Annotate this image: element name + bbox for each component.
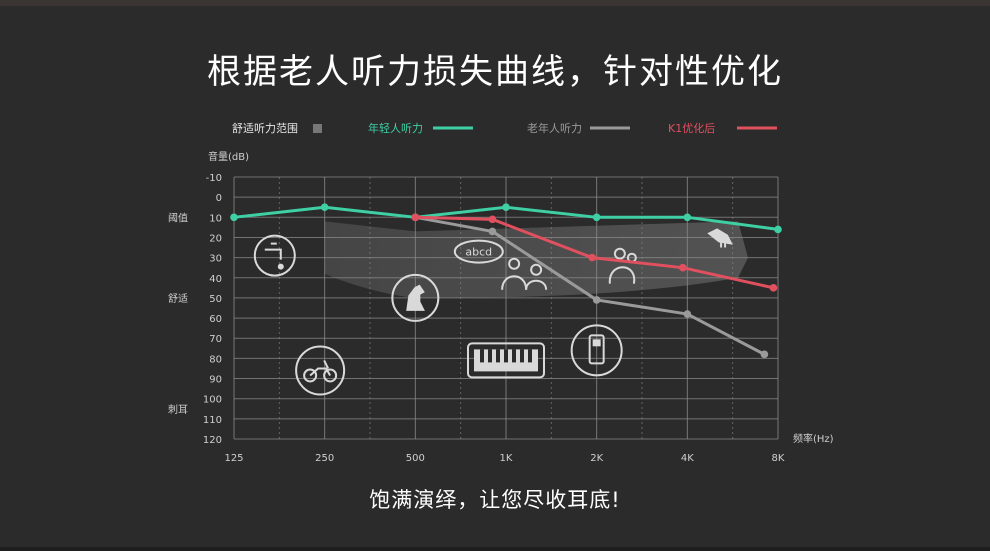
mobile-phone-icon-ring (570, 324, 623, 377)
page-title: 根据老人听力损失曲线，针对性优化 (207, 52, 783, 92)
person-body-left (501, 275, 528, 290)
piano-black-key (496, 349, 500, 363)
y-region-label: 舒适 (168, 292, 188, 305)
piano-black-key (520, 349, 524, 363)
icon-layer: abcd (253, 228, 733, 396)
y-tick-label: 20 (209, 233, 222, 244)
y-tick-label: 40 (209, 274, 222, 285)
y-tick-label: 70 (209, 334, 222, 345)
series-point (683, 213, 692, 222)
person-body-right (525, 279, 548, 290)
scooter-icon-frame (309, 360, 332, 377)
faucet-icon-ring (253, 234, 296, 277)
scooter-icon-wheel-back (303, 368, 318, 383)
piano-black-key (488, 349, 492, 363)
x-tick-label: 250 (315, 453, 334, 464)
x-tick-label: 125 (224, 453, 243, 464)
y-tick-label: 30 (209, 254, 222, 265)
person-head-left (508, 257, 521, 270)
bird-legs (720, 241, 727, 248)
scooter-icon-ring (295, 345, 346, 396)
series-point (592, 213, 601, 222)
bird-body (707, 228, 733, 245)
legend: 舒适听力范围 年轻人听力 老年人听力 K1优化后 (232, 121, 777, 135)
series-point (230, 213, 238, 222)
y-tick-label: 60 (209, 314, 222, 325)
series-point (502, 203, 510, 212)
mobile-phone-icon (570, 324, 623, 377)
y-tick-label: 110 (203, 415, 222, 426)
y-tick-label: 90 (209, 375, 222, 386)
y-tick-label: 100 (203, 395, 222, 406)
series-point (488, 227, 497, 236)
y-tick-label: 50 (209, 294, 222, 305)
y-tick-label: 120 (203, 435, 222, 446)
y-tick-label: 10 (209, 213, 222, 224)
y-region-label: 阈值 (168, 211, 188, 224)
piano-black-key (512, 349, 516, 363)
piano-keyboard-icon (467, 342, 545, 379)
series-point (488, 215, 497, 224)
dog-icon-body (406, 284, 425, 311)
x-tick-label: 500 (406, 453, 425, 464)
scooter-icon (295, 345, 346, 396)
x-tick-label: 8K (772, 453, 785, 464)
bottom-strip (0, 547, 990, 551)
faucet-icon (253, 234, 296, 277)
people-talking-icon (501, 257, 548, 290)
scooter-icon-wheel-front (323, 368, 338, 383)
x-axis-label: 频率(Hz) (793, 432, 834, 445)
series-point (769, 284, 778, 292)
mobile-phone-screen (592, 339, 601, 347)
grid (233, 176, 779, 440)
series-point (774, 225, 782, 234)
dog-icon (391, 273, 440, 322)
legend-label: K1优化后 (668, 121, 715, 135)
series-point (411, 213, 420, 222)
speech-bubble-outline (453, 239, 504, 264)
faucet-icon-spout (264, 248, 282, 260)
series-point (592, 296, 601, 304)
page-subtitle: 饱满演绎，让您尽收耳底! (369, 488, 621, 512)
piano-frame (467, 342, 545, 379)
faucet-icon-drop (277, 263, 284, 270)
top-strip (0, 0, 990, 6)
piano-black-key (528, 349, 532, 363)
series-point (679, 263, 687, 272)
series-point (588, 253, 596, 262)
speech-abcd-icon: abcd (453, 239, 504, 264)
series-2 (411, 213, 778, 292)
y-region-label: 刺耳 (168, 404, 188, 416)
mother-body (608, 266, 636, 284)
piano-black-key (480, 349, 484, 363)
person-head-right (530, 263, 543, 276)
y-tick-label: 0 (216, 193, 222, 204)
x-tick-label: 2K (590, 453, 603, 464)
legend-comfort-label: 舒适听力范围 (232, 121, 298, 135)
series-point (683, 310, 692, 318)
bird-icon (707, 228, 733, 248)
piano-black-key (504, 349, 508, 363)
y-tick-label: -10 (206, 173, 222, 184)
mother-head (613, 247, 626, 260)
legend-label: 老年人听力 (527, 121, 582, 135)
series-point (320, 203, 329, 212)
x-tick-label: 4K (681, 453, 694, 464)
legend-comfort-swatch (313, 124, 322, 133)
y-tick-label: 80 (209, 354, 222, 365)
legend-label: 年轻人听力 (368, 121, 423, 135)
y-axis-label: 音量(dB) (208, 150, 249, 163)
dog-icon-ring (391, 273, 440, 322)
speech-bubble-text: abcd (465, 246, 492, 259)
mobile-phone-body (588, 334, 605, 365)
series-point (760, 350, 769, 359)
x-tick-label: 1K (500, 453, 513, 464)
